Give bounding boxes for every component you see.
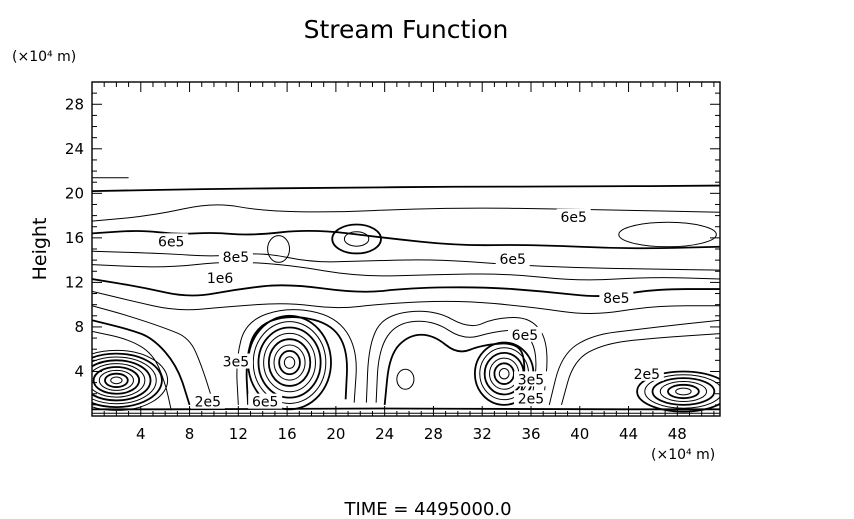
- y-tick-label: 24: [65, 140, 84, 158]
- contour-label: 8e5: [223, 250, 249, 266]
- x-tick-label: 16: [278, 425, 297, 443]
- x-tick-label: 24: [375, 425, 394, 443]
- contour-ring: [331, 223, 382, 255]
- contour-ring: [667, 383, 700, 400]
- x-tick-label: 44: [619, 425, 638, 443]
- contour-ring: [92, 359, 152, 402]
- contour-ring: [98, 369, 134, 391]
- contour-line: [92, 290, 720, 314]
- contour-line: [548, 319, 720, 405]
- contour-label: 6e5: [252, 395, 278, 411]
- x-tick-label: 32: [473, 425, 492, 443]
- contour-line: [236, 309, 357, 405]
- contour-label: 6e5: [158, 234, 184, 250]
- contour-ring: [263, 332, 316, 393]
- x-tick-label: 36: [521, 425, 540, 443]
- contour-ring: [252, 321, 327, 404]
- contour-line: [92, 229, 720, 250]
- contour-label: 2e5: [518, 391, 544, 407]
- contour-label: 3e5: [223, 355, 249, 371]
- contour-line: [92, 250, 720, 271]
- x-tick-label: 28: [424, 425, 443, 443]
- contour-line: [92, 261, 720, 281]
- contour-label: 8e5: [603, 291, 629, 307]
- contour-ring: [257, 326, 322, 399]
- x-tick-label: 20: [326, 425, 345, 443]
- y-tick-label: 16: [65, 229, 84, 247]
- contour-ring: [493, 362, 515, 385]
- contour-line: [560, 333, 720, 405]
- contour-ring: [267, 235, 291, 263]
- contour-line: [245, 316, 348, 405]
- contour-ring: [675, 387, 692, 396]
- contour-ring: [278, 349, 301, 376]
- contour-ring: [92, 352, 163, 408]
- contour-lines: [92, 177, 720, 414]
- contour-ring: [636, 370, 720, 413]
- contour-ring: [396, 368, 415, 390]
- contour-line: [92, 319, 191, 406]
- contour-label: 2e5: [634, 367, 660, 383]
- contour-label: 6e5: [560, 210, 586, 226]
- contour-line: [92, 305, 215, 406]
- x-tick-label: 48: [668, 425, 687, 443]
- y-axis-label: Height: [29, 218, 51, 281]
- contour-ring: [267, 338, 312, 387]
- contour-label: 3e5: [518, 372, 544, 388]
- contour-labels: 6e5 8e5 1e6 6e5 6e5 8e5 6e5 2e5 3e5 2e5 6e5 3e5 2e5: [154, 208, 664, 411]
- x-tick-label: 8: [185, 425, 195, 443]
- contour-ring: [273, 344, 306, 381]
- contour-label: 2e5: [195, 395, 221, 411]
- x-unit-label: (×10⁴ m): [651, 447, 715, 463]
- y-tick-label: 12: [65, 273, 84, 291]
- contour-ring: [343, 231, 370, 247]
- y-tick-label: 4: [74, 362, 84, 380]
- x-tick-label: 12: [229, 425, 248, 443]
- chart-title: Stream Function: [304, 15, 509, 44]
- contour-line: [92, 184, 720, 193]
- time-footer: TIME = 4495000.0: [343, 499, 511, 519]
- contour-ring: [92, 366, 141, 395]
- contour-line: [92, 278, 720, 297]
- contour-line: [383, 333, 526, 406]
- contour-ring: [498, 367, 510, 380]
- contour-ring: [110, 376, 123, 385]
- x-tick-label: 4: [136, 425, 146, 443]
- contour-ring: [92, 356, 157, 405]
- y-tick-label: 20: [65, 184, 84, 202]
- contour-label: 6e5: [512, 328, 538, 344]
- contour-ring: [283, 356, 296, 369]
- contour-ring: [618, 221, 717, 248]
- contour-label: 1e6: [207, 271, 234, 287]
- contour-ring: [92, 363, 146, 398]
- contour-line: [92, 330, 172, 411]
- y-unit-label: (×10⁴ m): [12, 49, 76, 65]
- plot-frame: [91, 81, 721, 417]
- contour-ring: [659, 380, 708, 403]
- contour-ring: [104, 372, 129, 388]
- contour-ring: [92, 349, 169, 411]
- y-tick-label: 28: [65, 95, 84, 113]
- x-tick-label: 40: [570, 425, 589, 443]
- contour-line: [92, 204, 720, 222]
- contour-ring: [651, 377, 716, 406]
- contour-line: [92, 407, 720, 411]
- y-tick-label: 8: [74, 318, 84, 336]
- contour-ring: [644, 374, 720, 409]
- contour-line: [365, 310, 548, 405]
- contour-label: 6e5: [499, 252, 525, 268]
